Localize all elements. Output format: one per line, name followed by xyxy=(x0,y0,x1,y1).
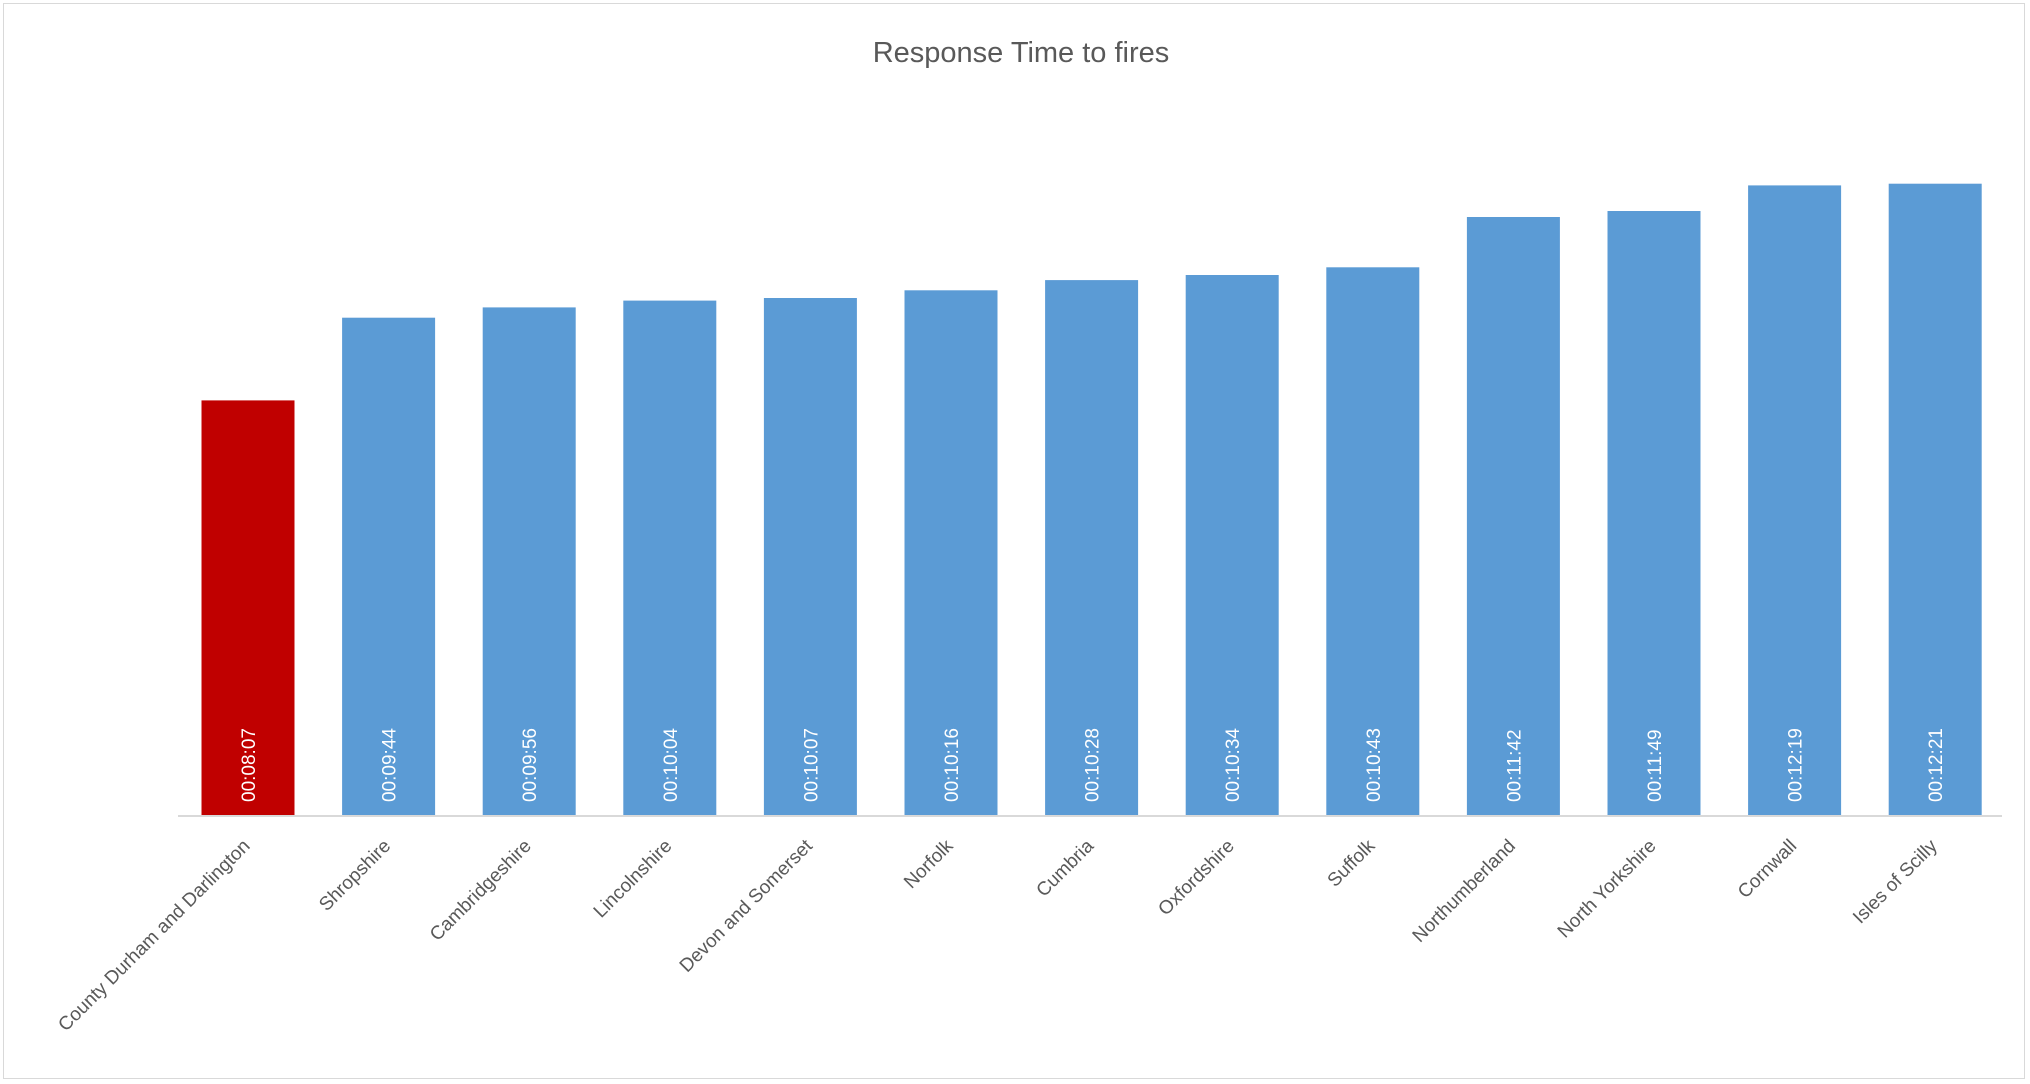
category-label: Devon and Somerset xyxy=(676,835,818,977)
category-label: Northumberland xyxy=(1409,836,1520,947)
bar xyxy=(1185,275,1279,816)
category-label: Isles of Scilly xyxy=(1849,835,1942,928)
bar xyxy=(904,290,998,816)
bars-layer xyxy=(201,183,1982,817)
bar-value-label: 00:09:56 xyxy=(520,728,541,802)
category-label: North Yorkshire xyxy=(1554,836,1661,943)
category-label: Oxfordshire xyxy=(1154,836,1238,920)
bar xyxy=(1748,185,1842,816)
category-label: Cambridgeshire xyxy=(426,836,536,946)
bar-chart: Response Time to fires 00:08:07 00:09:44 0… xyxy=(54,37,2002,1036)
category-labels-layer: County Durham and Darlington Shropshire Ca… xyxy=(54,835,1942,1036)
bar xyxy=(1888,183,1982,816)
category-label: Cornwall xyxy=(1734,836,1801,903)
bar xyxy=(201,400,295,816)
category-label: Lincolnshire xyxy=(590,836,677,923)
chart-title: Response Time to fires xyxy=(873,37,1170,69)
bar-value-label: 00:10:07 xyxy=(801,728,822,802)
bar xyxy=(1607,211,1701,816)
bar-value-label: 00:10:43 xyxy=(1364,728,1385,802)
category-label: Shropshire xyxy=(315,836,395,916)
bar xyxy=(1045,280,1139,817)
bar xyxy=(763,298,857,816)
bar xyxy=(482,307,576,816)
bar-value-label: 00:10:34 xyxy=(1223,728,1244,802)
bar-value-label: 00:08:07 xyxy=(239,728,260,802)
chart-frame: Response Time to fires 00:08:07 00:09:44 0… xyxy=(3,3,2025,1079)
bar-value-label: 00:09:44 xyxy=(380,728,401,802)
category-label: Norfolk xyxy=(900,835,958,893)
value-labels-layer: 00:08:07 00:09:44 00:09:56 00:10:04 00:10:07… xyxy=(239,728,1947,802)
bar xyxy=(1326,267,1420,816)
bar-value-label: 00:10:16 xyxy=(942,728,963,802)
category-label: County Durham and Darlington xyxy=(54,836,254,1036)
bar-value-label: 00:11:42 xyxy=(1504,729,1525,802)
bar xyxy=(623,300,717,817)
bar-value-label: 00:12:21 xyxy=(1926,728,1947,802)
bar-value-label: 00:11:49 xyxy=(1645,729,1666,802)
bar-value-label: 00:10:28 xyxy=(1083,728,1104,802)
bar-value-label: 00:10:04 xyxy=(661,728,682,802)
category-label: Cumbria xyxy=(1033,835,1099,901)
bar-value-label: 00:12:19 xyxy=(1786,728,1807,802)
bar xyxy=(342,317,436,816)
category-label: Suffolk xyxy=(1324,835,1380,891)
bar xyxy=(1466,217,1560,816)
